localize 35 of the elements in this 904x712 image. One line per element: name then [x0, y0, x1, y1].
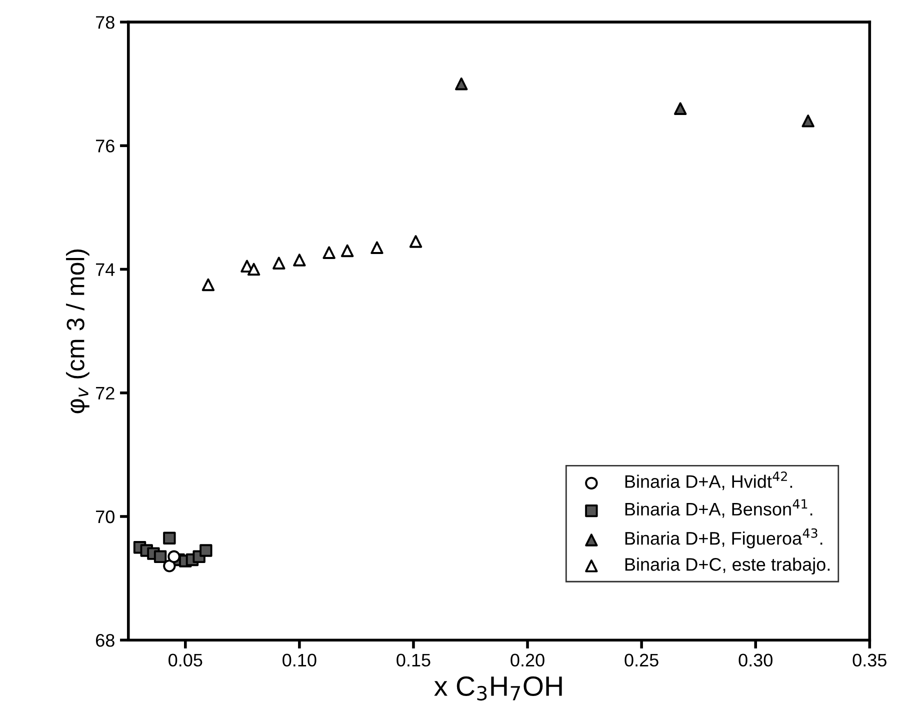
point [202, 278, 215, 292]
x-tick-label: 0.30 [738, 654, 772, 667]
point [455, 78, 468, 90]
point [163, 532, 176, 544]
y-tick-label: 70 [96, 510, 114, 524]
point [200, 544, 212, 557]
point [272, 256, 286, 270]
x-tick-label: 0.15 [396, 654, 430, 667]
point [293, 254, 306, 266]
point [802, 114, 814, 128]
point [674, 102, 687, 115]
point [409, 235, 422, 248]
point [154, 550, 167, 564]
y-tick-label: 68 [96, 634, 114, 647]
y-tick-label: 72 [96, 386, 114, 400]
point [370, 241, 384, 254]
x-tick-label: 0.35 [852, 654, 886, 667]
legend-label: Binaria D+B, Figueroa$^{43}$. [625, 528, 822, 548]
legend-label: Binaria D+A, Benson$^{41}$. [625, 499, 812, 518]
y-axis-title: φ$_{v}$ (cm 3 / mol) [66, 250, 90, 414]
x-tick-label: 0.25 [624, 654, 658, 667]
point [168, 550, 180, 564]
x-axis-title: x C$_{3}$H$_{7}$OH [434, 676, 562, 701]
legend-label: Binaria D+C, este trabajo. [625, 558, 830, 574]
y-tick-label: 76 [96, 140, 114, 152]
point [340, 244, 354, 258]
legend-label: Binaria D+A, Hvidt$^{42}$. [625, 471, 792, 490]
point [322, 246, 336, 259]
y-tick-label: 78 [96, 16, 114, 29]
x-tick-label: 0.10 [282, 654, 316, 667]
point [247, 262, 260, 276]
y-tick-label: 74 [96, 263, 115, 276]
x-tick-label: 0.20 [510, 654, 544, 667]
x-tick-label: 0.05 [168, 654, 202, 667]
point [163, 560, 176, 572]
